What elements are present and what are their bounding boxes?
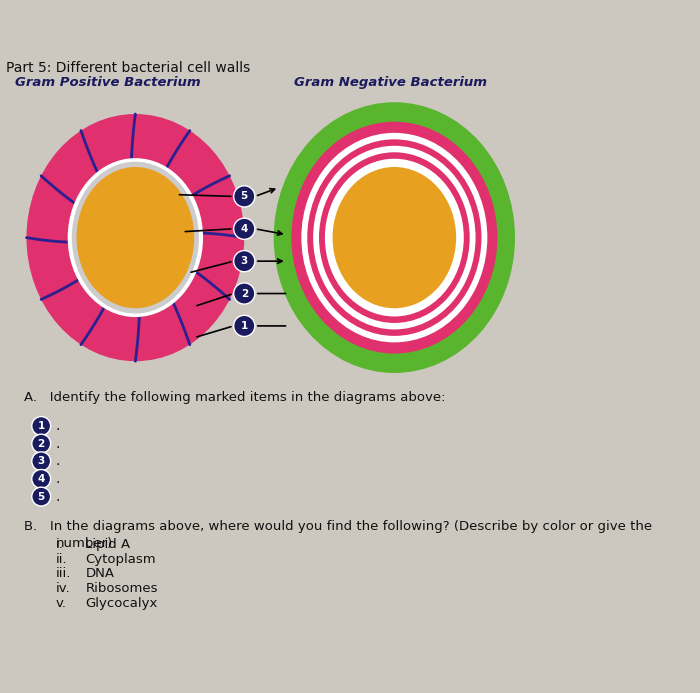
Circle shape — [32, 435, 50, 453]
Ellipse shape — [68, 158, 203, 317]
Ellipse shape — [332, 167, 456, 308]
Text: 1: 1 — [38, 421, 45, 431]
Circle shape — [234, 251, 255, 272]
Text: DNA: DNA — [85, 567, 114, 580]
Ellipse shape — [291, 122, 498, 353]
Ellipse shape — [274, 103, 515, 373]
Text: Gram Positive Bacterium: Gram Positive Bacterium — [15, 76, 200, 89]
Text: number): number) — [56, 536, 113, 550]
Text: Glycocalyx: Glycocalyx — [85, 597, 158, 610]
Ellipse shape — [76, 167, 194, 308]
Circle shape — [234, 283, 255, 304]
Text: 2: 2 — [241, 288, 248, 299]
Text: .: . — [56, 455, 60, 468]
Circle shape — [32, 487, 50, 506]
Text: .: . — [56, 489, 60, 504]
Text: iii.: iii. — [56, 567, 71, 580]
Circle shape — [234, 315, 255, 337]
Text: A.   Identify the following marked items in the diagrams above:: A. Identify the following marked items i… — [24, 391, 445, 403]
Text: iv.: iv. — [56, 582, 71, 595]
Circle shape — [32, 470, 50, 489]
Text: 1: 1 — [241, 321, 248, 331]
Circle shape — [32, 416, 50, 435]
Ellipse shape — [27, 114, 244, 361]
Ellipse shape — [307, 139, 482, 336]
Text: B.   In the diagrams above, where would you find the following? (Describe by col: B. In the diagrams above, where would yo… — [24, 520, 652, 533]
Ellipse shape — [72, 161, 199, 313]
Ellipse shape — [325, 159, 464, 317]
Text: 3: 3 — [38, 456, 45, 466]
Text: Part 5: Different bacterial cell walls: Part 5: Different bacterial cell walls — [6, 61, 250, 75]
Text: .: . — [56, 437, 60, 450]
Text: Ribosomes: Ribosomes — [85, 582, 158, 595]
Text: Gram Negative Bacterium: Gram Negative Bacterium — [294, 76, 487, 89]
Text: 3: 3 — [241, 256, 248, 266]
Text: ii.: ii. — [56, 552, 67, 565]
Text: i.: i. — [56, 538, 64, 551]
Text: 4: 4 — [241, 224, 248, 234]
Circle shape — [234, 186, 255, 207]
Text: 4: 4 — [38, 474, 45, 484]
Text: .: . — [56, 472, 60, 486]
Ellipse shape — [302, 133, 487, 342]
Text: Lipid A: Lipid A — [85, 538, 130, 551]
Text: v.: v. — [56, 597, 67, 610]
Text: Cytoplasm: Cytoplasm — [85, 552, 156, 565]
Ellipse shape — [313, 146, 475, 329]
Ellipse shape — [319, 152, 470, 323]
Circle shape — [32, 452, 50, 471]
Text: 2: 2 — [38, 439, 45, 448]
Circle shape — [234, 218, 255, 239]
Text: 5: 5 — [38, 491, 45, 502]
Text: 5: 5 — [241, 191, 248, 202]
Text: .: . — [56, 419, 60, 433]
